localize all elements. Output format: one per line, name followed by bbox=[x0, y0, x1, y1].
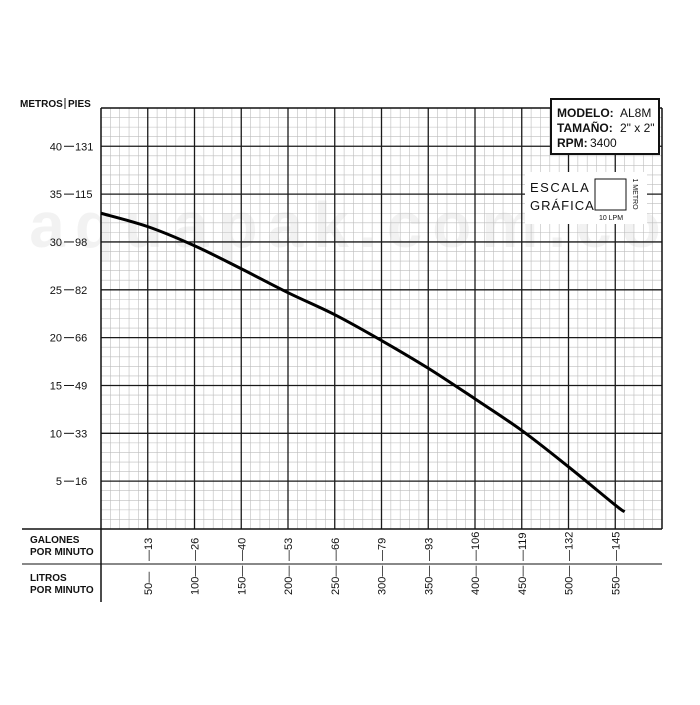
gpm-tick-label: —66 bbox=[330, 538, 342, 561]
lpm-tick-label: 200— bbox=[283, 566, 295, 595]
metros-tick-label: 20 bbox=[50, 333, 62, 345]
metros-tick-label: 15 bbox=[50, 380, 62, 392]
pies-tick-label: 115 bbox=[75, 189, 93, 201]
spec-box: MODELO: AL8M TAMAÑO: 2" x 2" RPM: 3400 bbox=[550, 98, 660, 155]
lpm-tick-label: 250— bbox=[330, 566, 342, 595]
escala-unit-square bbox=[594, 178, 627, 211]
gpm-axis-title-line1: GALONES bbox=[30, 535, 80, 546]
tick-labels: 5 10 15 20 25 30 35 40 16 33 49 66 82 98 115 131 —13 50— —… bbox=[50, 141, 623, 595]
lpm-tick-label: 150— bbox=[236, 566, 248, 595]
pump-curve-line bbox=[100, 211, 626, 514]
spec-tamano-value: 2" x 2" bbox=[620, 121, 655, 135]
escala-unit-y: 1 METRO bbox=[631, 178, 638, 210]
lpm-tick-label: 500— bbox=[564, 566, 576, 595]
gpm-tick-label: —145 bbox=[610, 532, 622, 561]
spec-modelo-label: MODELO: bbox=[557, 106, 614, 120]
metros-tick-label: 30 bbox=[50, 237, 62, 249]
spec-box-frame bbox=[550, 98, 660, 155]
left-axis-title: METROS bbox=[20, 99, 63, 110]
gpm-tick-label: —93 bbox=[423, 538, 435, 561]
major-grid bbox=[22, 107, 663, 602]
pies-tick-label: 16 bbox=[75, 476, 87, 488]
lpm-tick-label: 450— bbox=[517, 566, 529, 595]
metros-tick-label: 5 bbox=[56, 476, 62, 488]
pies-tick-label: 66 bbox=[75, 333, 87, 345]
lpm-tick-label: 300— bbox=[377, 566, 389, 595]
gpm-tick-label: —13 bbox=[143, 538, 155, 561]
spec-rpm-label: RPM: bbox=[557, 136, 588, 150]
gpm-tick-label: —26 bbox=[190, 538, 202, 561]
lpm-tick-label: 350— bbox=[423, 566, 435, 595]
gpm-tick-label: —119 bbox=[517, 532, 529, 561]
escala-unit-x: 10 LPM bbox=[599, 215, 623, 222]
spec-modelo-value: AL8M bbox=[620, 106, 651, 120]
gpm-tick-label: —40 bbox=[236, 538, 248, 561]
lpm-axis-title-line1: LITROS bbox=[30, 573, 67, 584]
escala-label-line1: ESCALA bbox=[530, 180, 590, 195]
spec-rpm-value: 3400 bbox=[590, 136, 617, 150]
pies-tick-label: 131 bbox=[75, 141, 93, 153]
gpm-tick-label: —106 bbox=[470, 532, 482, 561]
lpm-tick-label: 50— bbox=[143, 572, 155, 595]
right-axis-title: PIES bbox=[68, 99, 91, 110]
pies-tick-label: 49 bbox=[75, 380, 87, 392]
axes: METROS PIES GALONES POR MINUTO LITROS PO… bbox=[20, 98, 94, 596]
pies-tick-label: 82 bbox=[75, 285, 87, 297]
escala-label-line2: GRÁFICA bbox=[530, 198, 595, 213]
escala-background bbox=[525, 172, 647, 224]
lpm-tick-label: 400— bbox=[470, 566, 482, 595]
metros-tick-label: 40 bbox=[50, 141, 62, 153]
metros-tick-label: 25 bbox=[50, 285, 62, 297]
lpm-tick-label: 550— bbox=[610, 566, 622, 595]
gpm-tick-label: —132 bbox=[564, 532, 576, 561]
gpm-tick-label: —53 bbox=[283, 538, 295, 561]
lpm-axis-title-line2: POR MINUTO bbox=[30, 585, 94, 596]
metros-tick-label: 10 bbox=[50, 428, 62, 440]
pies-tick-label: 33 bbox=[75, 428, 87, 440]
escala-grafica: ESCALA GRÁFICA 10 LPM 1 METRO bbox=[525, 172, 647, 224]
metros-tick-label: 35 bbox=[50, 189, 62, 201]
lpm-tick-label: 100— bbox=[190, 566, 202, 595]
gpm-tick-label: —79 bbox=[377, 538, 389, 561]
pies-tick-label: 98 bbox=[75, 237, 87, 249]
spec-tamano-label: TAMAÑO: bbox=[557, 120, 613, 135]
gpm-axis-title-line2: POR MINUTO bbox=[30, 547, 94, 558]
